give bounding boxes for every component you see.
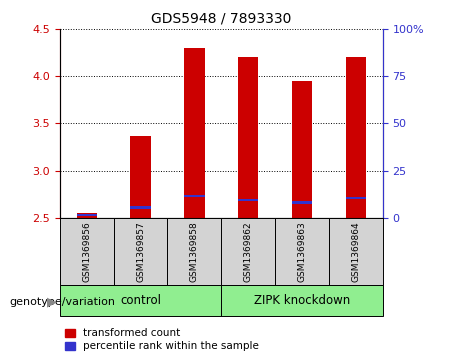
Bar xyxy=(329,218,383,285)
Bar xyxy=(114,218,167,285)
Bar xyxy=(345,197,366,199)
Bar xyxy=(77,213,97,218)
Bar xyxy=(292,201,312,204)
Bar xyxy=(221,218,275,285)
Bar xyxy=(130,206,151,209)
Bar xyxy=(345,57,366,218)
Text: ▶: ▶ xyxy=(47,295,56,309)
Text: GSM1369863: GSM1369863 xyxy=(297,221,307,282)
Bar xyxy=(184,195,205,197)
Title: GDS5948 / 7893330: GDS5948 / 7893330 xyxy=(151,11,291,25)
Bar xyxy=(238,57,258,218)
Bar xyxy=(275,218,329,285)
Text: ZIPK knockdown: ZIPK knockdown xyxy=(254,294,350,307)
Text: GSM1369862: GSM1369862 xyxy=(244,221,253,282)
Legend: transformed count, percentile rank within the sample: transformed count, percentile rank withi… xyxy=(65,328,259,351)
Text: GSM1369857: GSM1369857 xyxy=(136,221,145,282)
Text: genotype/variation: genotype/variation xyxy=(9,297,115,307)
Bar xyxy=(292,81,312,218)
Bar xyxy=(60,285,221,316)
Text: GSM1369858: GSM1369858 xyxy=(190,221,199,282)
Bar xyxy=(238,199,258,201)
Bar xyxy=(221,285,383,316)
Text: GSM1369856: GSM1369856 xyxy=(83,221,91,282)
Bar xyxy=(77,214,97,216)
Text: control: control xyxy=(120,294,161,307)
Bar xyxy=(130,136,151,218)
Text: GSM1369864: GSM1369864 xyxy=(351,221,360,282)
Bar xyxy=(167,218,221,285)
Bar xyxy=(60,218,114,285)
Bar xyxy=(184,48,205,218)
